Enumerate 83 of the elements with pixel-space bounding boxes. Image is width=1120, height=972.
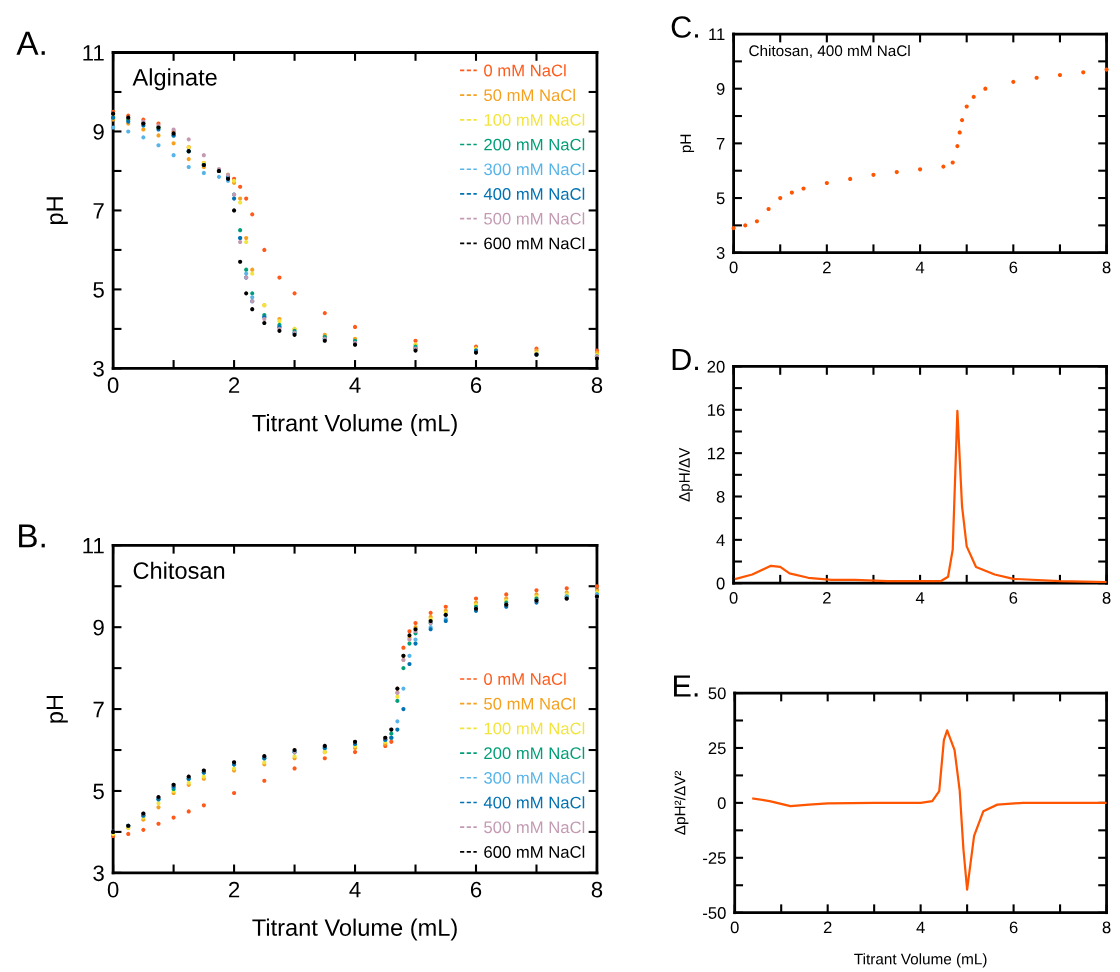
text: A. xyxy=(16,31,45,55)
legend-label: 50 mM NaCl xyxy=(484,697,575,710)
y-axis-title: pH xyxy=(46,695,68,723)
x-tick-label: 8 xyxy=(591,377,603,394)
legend-label: 300 mM NaCl xyxy=(484,771,585,784)
x-axis-title: Titrant Volume (mL) xyxy=(252,918,457,941)
legend-label: 0 mM NaCl xyxy=(484,64,566,77)
y-tick-label: 20 xyxy=(707,360,725,373)
y-tick-label: 50 xyxy=(708,687,726,700)
y-tick-label: 4 xyxy=(716,534,725,546)
text: E. xyxy=(674,675,698,697)
y-axis-title: ΔpH²/ΔV² xyxy=(674,770,689,835)
x-tick-label: 6 xyxy=(470,377,482,394)
y-tick-label: 5 xyxy=(716,192,725,205)
y-axis-title: ΔpH/ΔV xyxy=(678,447,693,502)
text: B. xyxy=(19,524,45,548)
legend-label: 500 mM NaCl xyxy=(484,820,585,834)
y-tick-label: 9 xyxy=(93,619,104,636)
y-tick-label: 8 xyxy=(716,490,725,503)
y-tick-label: 9 xyxy=(716,83,725,95)
y-tick-label: 5 xyxy=(93,282,104,298)
x-tick-label: 4 xyxy=(349,377,361,393)
y-tick-label: 0 xyxy=(716,577,725,590)
y-tick-label: 7 xyxy=(716,137,725,150)
y-tick-label: 3 xyxy=(93,360,104,377)
text: Alginate xyxy=(132,68,217,91)
legend-label: 200 mM NaCl xyxy=(484,746,585,760)
text: Chitosan xyxy=(133,561,225,580)
legend-label: 100 mM NaCl xyxy=(484,113,585,126)
x-tick-label: 6 xyxy=(1009,261,1018,274)
legend-label: 0 mM NaCl xyxy=(484,672,566,685)
y-tick-label: 7 xyxy=(93,203,104,219)
text: C. xyxy=(671,16,698,38)
x-tick-label: 2 xyxy=(229,377,240,393)
x-tick-label: 2 xyxy=(823,261,831,274)
y-tick-label: 11 xyxy=(709,28,725,41)
x-tick-label: 8 xyxy=(591,881,603,898)
y-tick-label: -25 xyxy=(703,852,726,864)
x-tick-label: 6 xyxy=(1009,921,1018,934)
y-tick-label: 3 xyxy=(716,247,725,259)
legend-label: 400 mM NaCl xyxy=(483,187,585,200)
y-tick-label: 16 xyxy=(708,404,725,416)
x-axis-title: Titrant Volume (mL) xyxy=(252,414,457,437)
x-tick-label: 8 xyxy=(1102,261,1111,274)
legend-label: 500 mM NaCl xyxy=(484,212,585,225)
legend-label: 50 mM NaCl xyxy=(484,88,575,102)
y-tick-label: 3 xyxy=(93,865,104,882)
text: D. xyxy=(672,348,698,371)
x-tick-label: 6 xyxy=(1009,591,1018,604)
legend-label: 600 mM NaCl xyxy=(484,845,585,858)
legend-label: 300 mM NaCl xyxy=(484,162,585,176)
x-tick-label: 2 xyxy=(229,881,240,898)
x-tick-label: 8 xyxy=(1102,591,1111,604)
legend-label: 100 mM NaCl xyxy=(484,722,585,735)
y-tick-label: 7 xyxy=(93,701,104,718)
x-axis-title: Titrant Volume (mL) xyxy=(854,953,987,968)
x-tick-label: 2 xyxy=(823,591,831,604)
x-tick-label: 4 xyxy=(915,261,925,274)
y-tick-label: 11 xyxy=(83,45,104,61)
y-tick-label: 9 xyxy=(93,124,104,140)
x-tick-label: 0 xyxy=(107,881,119,898)
x-tick-label: 0 xyxy=(107,377,119,394)
x-tick-label: 0 xyxy=(729,261,738,274)
x-tick-label: 0 xyxy=(730,921,739,934)
y-tick-label: 25 xyxy=(708,742,726,755)
x-tick-label: 4 xyxy=(915,592,925,604)
text: Chitosan, 400 mM NaCl xyxy=(749,44,910,58)
legend-label: 600 mM NaCl xyxy=(484,237,585,250)
x-tick-label: 8 xyxy=(1102,921,1111,934)
legend-label: 400 mM NaCl xyxy=(483,796,585,809)
y-tick-label: 12 xyxy=(708,447,725,460)
y-tick-label: 0 xyxy=(717,797,726,810)
y-tick-label: 5 xyxy=(93,783,104,800)
y-axis-title: pH xyxy=(680,134,695,153)
y-tick-label: -50 xyxy=(703,907,726,919)
y-tick-label: 11 xyxy=(83,538,104,554)
x-tick-label: 6 xyxy=(470,881,482,898)
x-tick-label: 4 xyxy=(349,882,361,898)
x-tick-label: 4 xyxy=(916,921,925,934)
x-tick-label: 2 xyxy=(823,921,832,934)
legend-label: 200 mM NaCl xyxy=(484,138,585,151)
y-axis-title: pH xyxy=(46,197,68,225)
x-tick-label: 0 xyxy=(729,591,738,604)
